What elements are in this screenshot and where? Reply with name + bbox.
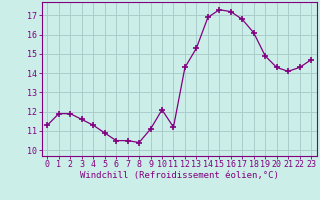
X-axis label: Windchill (Refroidissement éolien,°C): Windchill (Refroidissement éolien,°C) xyxy=(80,171,279,180)
